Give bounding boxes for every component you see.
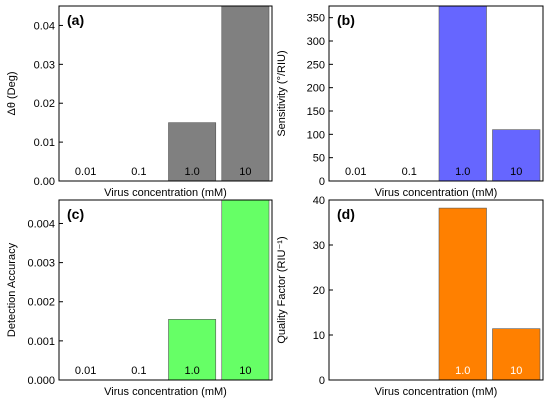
category-label-c-2: 1.0 bbox=[184, 365, 199, 377]
category-label-b-3: 10 bbox=[510, 166, 522, 178]
plot-frame-a bbox=[58, 5, 273, 182]
bar-d-10 bbox=[492, 328, 541, 381]
category-label-a-3: 10 bbox=[239, 166, 251, 178]
bar-c-10 bbox=[221, 199, 270, 381]
category-label-b-2: 1.0 bbox=[455, 166, 470, 178]
y-tick-label-a-1: 0.01 bbox=[34, 137, 55, 149]
y-tick-label-c-2: 0.002 bbox=[27, 297, 55, 309]
panel-label-a: (a) bbox=[67, 12, 84, 28]
y-axis-title-b: Sensitivity (°/RIU) bbox=[276, 50, 288, 136]
panel-label-b: (b) bbox=[337, 12, 355, 28]
y-tick-label-a-3: 0.03 bbox=[34, 59, 55, 71]
bar-b-10 bbox=[492, 129, 541, 182]
category-label-d-3: 10 bbox=[510, 365, 522, 377]
category-label-d-2: 1.0 bbox=[455, 365, 470, 377]
y-tick-label-a-4: 0.04 bbox=[34, 20, 55, 32]
x-axis-title-d: Virus concentration (mM) bbox=[375, 386, 498, 398]
y-tick-label-b-2: 100 bbox=[307, 129, 325, 141]
y-tick-label-b-5: 250 bbox=[307, 59, 325, 71]
category-label-c-3: 10 bbox=[239, 365, 251, 377]
y-tick-label-b-3: 150 bbox=[307, 106, 325, 118]
y-axis-title-d: Quality Factor (RIU⁻¹) bbox=[276, 236, 288, 343]
y-tick-label-a-0: 0.00 bbox=[34, 176, 55, 188]
y-tick-label-c-1: 0.001 bbox=[27, 336, 55, 348]
chart-panel-d: 1.0 10 0 10 20 30 40 (d) Virus concentration (mM… bbox=[276, 195, 544, 398]
bar-d-1.0 bbox=[438, 207, 487, 381]
category-label-c-1: 0.1 bbox=[131, 365, 146, 377]
y-tick-label-d-2: 20 bbox=[313, 285, 325, 297]
y-axis-title-c: Detection Accuracy bbox=[6, 242, 18, 337]
y-tick-label-b-0: 0 bbox=[319, 176, 325, 188]
panel-label-d: (d) bbox=[337, 206, 355, 222]
y-axis-title-a: Δθ (Deg) bbox=[6, 71, 18, 115]
panel-label-c: (c) bbox=[67, 206, 84, 222]
bar-b-1.0 bbox=[438, 5, 487, 182]
y-tick-label-b-4: 200 bbox=[307, 83, 325, 95]
y-tick-label-c-3: 0.003 bbox=[27, 258, 55, 270]
x-axis-title-c: Virus concentration (mM) bbox=[104, 386, 227, 398]
chart-panel-c: 0.01 0.1 1.0 10 0.000 0.001 0.002 0.003 0.004 (c)… bbox=[6, 199, 273, 398]
category-label-a-0: 0.01 bbox=[75, 166, 96, 178]
plot-frame-b bbox=[328, 5, 544, 182]
y-tick-label-a-2: 0.02 bbox=[34, 98, 55, 110]
bar-a-1.0 bbox=[168, 122, 217, 182]
x-axis-title-a: Virus concentration (mM) bbox=[104, 187, 227, 199]
y-tick-label-d-1: 10 bbox=[313, 330, 325, 342]
category-label-c-0: 0.01 bbox=[75, 365, 96, 377]
y-tick-label-d-3: 30 bbox=[313, 240, 325, 252]
x-axis-title-b: Virus concentration (mM) bbox=[375, 187, 498, 199]
bar-a-10 bbox=[221, 5, 270, 182]
category-label-b-0: 0.01 bbox=[345, 166, 366, 178]
category-label-a-2: 1.0 bbox=[184, 166, 199, 178]
chart-panel-a: 0.01 0.1 1.0 10 0.00 0.01 0.02 0.03 0.04 (a) Virus… bbox=[6, 5, 273, 199]
y-tick-label-b-1: 50 bbox=[313, 153, 325, 165]
bar-c-1.0 bbox=[168, 319, 217, 381]
y-tick-label-b-7: 350 bbox=[307, 13, 325, 25]
y-tick-label-c-4: 0.004 bbox=[27, 218, 55, 230]
y-tick-label-c-0: 0.000 bbox=[27, 375, 55, 387]
y-tick-label-b-6: 300 bbox=[307, 36, 325, 48]
y-tick-label-d-4: 40 bbox=[313, 195, 325, 207]
plot-frame-c bbox=[58, 199, 273, 381]
category-label-a-1: 0.1 bbox=[131, 166, 146, 178]
y-tick-label-d-0: 0 bbox=[319, 375, 325, 387]
category-label-b-1: 0.1 bbox=[402, 166, 417, 178]
